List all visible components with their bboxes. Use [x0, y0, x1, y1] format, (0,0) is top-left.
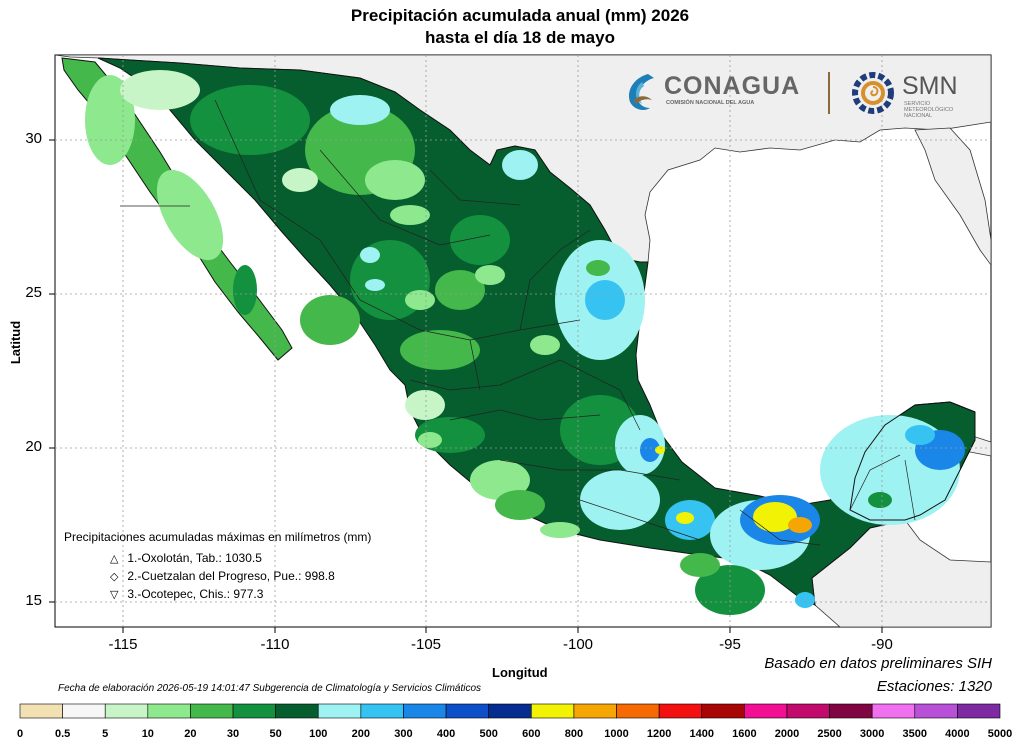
- colorbar-swatch: [701, 703, 745, 719]
- tick-marks: [49, 139, 883, 633]
- colorbar-swatch: [19, 703, 63, 719]
- x-tick-label: -90: [871, 636, 893, 653]
- maxima-item: △ 1.-Oxolotán, Tab.: 1030.5: [110, 550, 371, 568]
- colorbar-swatch: [104, 703, 149, 719]
- triangle-down-icon: ▽: [110, 589, 119, 601]
- yucatan-peninsula: [849, 401, 976, 521]
- colorbar-label: 1400: [689, 728, 714, 740]
- maxima-item-text: 3.-Ocotepec, Chis.: 977.3: [127, 587, 264, 601]
- colorbar-swatch: [147, 703, 191, 719]
- colorbar-swatch: [360, 703, 404, 719]
- colorbar-label: 5000: [987, 728, 1013, 740]
- colorbar-swatch: [531, 703, 575, 719]
- precipitation-map: [49, 54, 992, 633]
- colorbar-label: 800: [564, 728, 584, 740]
- colorbar-label: 20: [184, 728, 197, 740]
- colorbar-swatch: [488, 703, 532, 719]
- maxima-item-text: 1.-Oxolotán, Tab.: 1030.5: [127, 551, 262, 565]
- colorbar: [19, 703, 1001, 719]
- x-tick-label: -95: [719, 636, 741, 653]
- colorbar-label: 1000: [604, 728, 629, 740]
- colorbar-label: 2500: [817, 728, 842, 740]
- colorbar-label: 1600: [732, 728, 757, 740]
- smn-logo: SMN SERVICIO METEOROLÓGICO NACIONAL: [850, 68, 990, 120]
- colorbar-swatch: [317, 703, 362, 719]
- data-source-note: Basado en datos preliminares SIH: [764, 655, 992, 672]
- y-tick-label: 20: [25, 438, 42, 455]
- colorbar-label: 500: [479, 728, 498, 740]
- map-subtitle: hasta el día 18 de mayo: [425, 28, 615, 47]
- conagua-subtitle: COMISIÓN NACIONAL DEL AGUA: [666, 100, 755, 106]
- x-tick-label: -115: [108, 636, 138, 653]
- colorbar-label: 50: [269, 728, 282, 740]
- colorbar-swatch: [786, 703, 830, 719]
- colorbar-label: 4000: [945, 728, 970, 740]
- smn-emblem-icon: [852, 72, 894, 114]
- y-axis-label: Latitud: [8, 320, 24, 365]
- gridlines: [55, 55, 991, 627]
- conagua-emblem-icon: [628, 74, 654, 110]
- stations-count: Estaciones: 1320: [876, 678, 992, 695]
- colorbar-swatch: [957, 703, 1001, 719]
- colorbar-swatch: [190, 703, 234, 719]
- maxima-item: ▽ 3.-Ocotepec, Chis.: 977.3: [110, 586, 371, 604]
- colorbar-label: 5: [102, 728, 109, 740]
- colorbar-swatch: [658, 703, 703, 719]
- colorbar-label: 30: [226, 728, 240, 740]
- x-axis-label: Longitud: [492, 665, 548, 680]
- y-tick-label: 25: [25, 284, 42, 301]
- colorbar-swatch: [275, 703, 319, 719]
- colorbar-label: 0: [16, 728, 24, 740]
- state-borders: [120, 99, 916, 546]
- colorbar-swatch: [914, 703, 958, 719]
- x-tick-label: -110: [260, 636, 290, 653]
- maxima-item-text: 2.-Cuetzalan del Progreso, Pue.: 998.8: [127, 569, 335, 583]
- y-tick-label: 30: [25, 130, 42, 147]
- colorbar-swatch: [744, 703, 788, 719]
- y-tick-label: 15: [25, 592, 42, 609]
- colorbar-label: 600: [522, 728, 541, 740]
- diamond-icon: ◇: [110, 571, 119, 583]
- colorbar-label: 400: [436, 728, 456, 740]
- colorbar-label: 2000: [774, 728, 800, 740]
- colorbar-swatch: [62, 703, 106, 719]
- colorbar-label: 3500: [902, 728, 928, 740]
- colorbar-label: 200: [351, 728, 371, 740]
- florida-land: [914, 127, 991, 266]
- x-tick-label: -105: [410, 636, 442, 653]
- colorbar-swatch: [871, 703, 916, 719]
- conagua-logo: CONAGUA COMISIÓN NACIONAL DEL AGUA: [620, 68, 820, 116]
- colorbar-swatch: [829, 703, 873, 719]
- colorbar-swatch: [403, 703, 447, 719]
- colorbar-label: 1200: [646, 728, 672, 740]
- logo-divider: [828, 72, 830, 114]
- maxima-legend: Precipitaciones acumuladas máximas en mi…: [64, 530, 371, 604]
- maxima-item: ◇ 2.-Cuetzalan del Progreso, Pue.: 998.8: [110, 568, 371, 586]
- colorbar-swatch: [573, 703, 617, 719]
- maxima-header: Precipitaciones acumuladas máximas en mi…: [64, 530, 372, 544]
- colorbar-label: 300: [394, 728, 413, 740]
- colorbar-label: 10: [141, 728, 154, 740]
- colorbar-swatch: [232, 703, 276, 719]
- triangle-up-icon: △: [110, 553, 119, 565]
- creation-date-note: Fecha de elaboración 2026-05-19 14:01:47…: [58, 683, 482, 694]
- colorbar-swatch: [445, 703, 489, 719]
- smn-subtitle: SERVICIO METEOROLÓGICO NACIONAL: [904, 101, 954, 119]
- colorbar-label: 0.5: [54, 728, 71, 740]
- map-title: Precipitación acumulada anual (mm) 2026: [350, 6, 690, 25]
- colorbar-swatch: [616, 703, 660, 719]
- x-tick-label: -100: [562, 636, 594, 653]
- smn-wordmark: SMN: [902, 72, 958, 100]
- colorbar-label: 100: [309, 728, 328, 740]
- colorbar-label: 3000: [859, 728, 885, 740]
- conagua-wordmark: CONAGUA: [664, 72, 801, 100]
